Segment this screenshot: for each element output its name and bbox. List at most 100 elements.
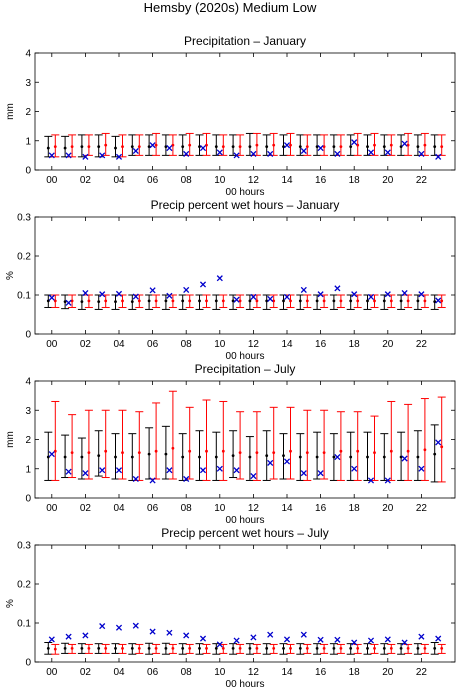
data-point xyxy=(214,299,218,303)
data-point-x-marker xyxy=(401,140,408,147)
series-1 xyxy=(44,294,439,310)
data-point xyxy=(53,647,57,651)
data-point xyxy=(339,145,343,149)
data-point xyxy=(265,145,269,149)
data-point-x-marker xyxy=(267,631,274,638)
data-point xyxy=(53,299,57,303)
data-point xyxy=(164,646,168,650)
figure-title: Hemsby (2020s) Medium Low xyxy=(144,0,317,15)
data-point-x-marker xyxy=(384,636,391,643)
data-point-x-marker xyxy=(233,296,240,303)
x-tick-label: 02 xyxy=(80,175,92,186)
data-point xyxy=(272,646,276,650)
x-tick-label: 20 xyxy=(382,667,394,678)
x-tick-label: 00 xyxy=(46,175,58,186)
data-point xyxy=(181,455,185,459)
data-point xyxy=(130,455,134,459)
x-tick-label: 22 xyxy=(416,667,428,678)
data-point xyxy=(46,646,50,650)
data-point-x-marker xyxy=(199,145,207,152)
data-point-x-marker xyxy=(418,291,425,298)
x-tick-label: 22 xyxy=(416,339,428,350)
data-point-x-marker xyxy=(418,150,425,157)
data-point xyxy=(339,646,343,650)
data-point-x-marker xyxy=(300,631,307,638)
x-tick-label: 06 xyxy=(147,503,159,514)
data-point xyxy=(63,300,67,304)
data-point-x-marker xyxy=(317,636,324,643)
data-point-x-marker xyxy=(267,295,274,302)
data-point xyxy=(265,646,269,650)
data-point-x-marker xyxy=(65,152,72,159)
y-tick-label: 0.2 xyxy=(17,252,31,263)
x-tick-label: 14 xyxy=(281,339,293,350)
data-point xyxy=(87,145,91,149)
data-point-x-marker xyxy=(418,633,425,640)
x-tick-label: 20 xyxy=(382,175,394,186)
data-point xyxy=(382,646,386,650)
data-point xyxy=(154,449,158,453)
data-point-x-marker xyxy=(367,149,375,156)
y-tick-label: 0.1 xyxy=(17,291,31,302)
data-point xyxy=(70,451,74,455)
data-point-x-marker xyxy=(65,633,72,640)
data-point xyxy=(70,646,74,650)
data-point-x-marker xyxy=(283,458,291,465)
data-point xyxy=(423,299,427,303)
data-point-x-marker xyxy=(99,152,106,159)
data-point xyxy=(104,143,108,147)
data-point xyxy=(214,145,218,149)
data-point-x-marker xyxy=(99,623,106,630)
data-point-x-marker xyxy=(283,293,291,301)
data-point-x-marker xyxy=(82,153,89,160)
data-point xyxy=(349,455,353,459)
data-point xyxy=(97,454,101,457)
data-point xyxy=(423,646,427,650)
data-point xyxy=(114,646,117,650)
data-point xyxy=(382,299,386,303)
data-point xyxy=(433,646,437,650)
data-point xyxy=(137,451,141,455)
data-point xyxy=(147,299,151,303)
data-point xyxy=(373,143,376,147)
data-point xyxy=(214,455,218,459)
data-point-x-marker xyxy=(435,439,442,446)
data-point xyxy=(272,451,276,455)
data-point xyxy=(198,455,201,459)
data-point xyxy=(255,143,259,147)
data-point-x-marker xyxy=(233,152,240,159)
data-point xyxy=(181,646,185,650)
data-point xyxy=(349,299,353,303)
y-tick-label: 2 xyxy=(25,107,31,118)
data-point-x-marker xyxy=(250,293,257,301)
x-tick-label: 18 xyxy=(349,503,361,514)
data-point xyxy=(114,300,117,304)
data-point-x-marker xyxy=(418,465,425,472)
data-point xyxy=(322,451,326,455)
data-point-x-marker xyxy=(435,635,442,642)
y-axis-label: mm xyxy=(5,431,16,448)
data-point xyxy=(63,455,67,459)
data-point-x-marker xyxy=(216,641,223,648)
data-point xyxy=(382,145,386,149)
data-point xyxy=(164,299,168,303)
data-point xyxy=(137,145,141,149)
data-point-x-marker xyxy=(250,473,257,480)
data-point-x-marker xyxy=(401,455,408,462)
data-point xyxy=(154,646,158,650)
x-tick-label: 20 xyxy=(382,339,394,350)
data-point-x-marker xyxy=(82,470,89,477)
x-tick-label: 02 xyxy=(80,339,92,350)
y-tick-label: 0.3 xyxy=(17,541,31,552)
data-point-x-marker xyxy=(48,451,55,458)
data-point xyxy=(137,299,141,303)
x-tick-label: 02 xyxy=(80,667,92,678)
x-tick-label: 08 xyxy=(181,503,193,514)
data-point-x-marker xyxy=(183,632,190,639)
data-point-x-marker xyxy=(149,477,156,484)
data-point xyxy=(289,449,292,453)
data-point-x-marker xyxy=(351,639,358,646)
x-tick-label: 06 xyxy=(147,175,159,186)
data-point xyxy=(87,299,91,303)
data-point xyxy=(315,646,319,650)
